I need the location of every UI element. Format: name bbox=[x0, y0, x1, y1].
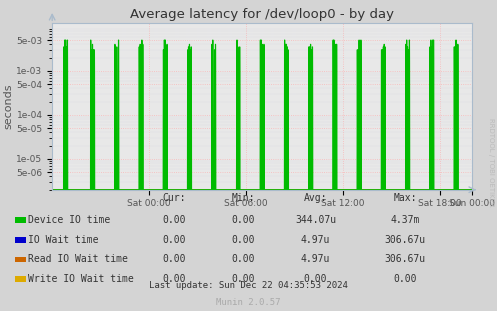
Y-axis label: seconds: seconds bbox=[3, 84, 13, 129]
Text: Device IO time: Device IO time bbox=[28, 215, 110, 225]
Text: 0.00: 0.00 bbox=[393, 274, 417, 284]
Text: 4.37m: 4.37m bbox=[390, 215, 420, 225]
Text: 306.67u: 306.67u bbox=[385, 235, 425, 245]
Text: 0.00: 0.00 bbox=[162, 254, 186, 264]
Text: RRDTOOL / TOBI OETIKER: RRDTOOL / TOBI OETIKER bbox=[488, 118, 494, 207]
Text: 344.07u: 344.07u bbox=[295, 215, 336, 225]
Text: 4.97u: 4.97u bbox=[301, 254, 331, 264]
Text: 0.00: 0.00 bbox=[304, 274, 328, 284]
Text: IO Wait time: IO Wait time bbox=[28, 235, 99, 245]
Title: Average latency for /dev/loop0 - by day: Average latency for /dev/loop0 - by day bbox=[130, 8, 394, 21]
Text: Min:: Min: bbox=[232, 193, 255, 202]
Text: 306.67u: 306.67u bbox=[385, 254, 425, 264]
Text: Cur:: Cur: bbox=[162, 193, 186, 202]
Text: Write IO Wait time: Write IO Wait time bbox=[28, 274, 134, 284]
Text: 0.00: 0.00 bbox=[232, 235, 255, 245]
Text: 0.00: 0.00 bbox=[232, 274, 255, 284]
Text: Last update: Sun Dec 22 04:35:53 2024: Last update: Sun Dec 22 04:35:53 2024 bbox=[149, 281, 348, 290]
Text: 0.00: 0.00 bbox=[232, 215, 255, 225]
Text: 0.00: 0.00 bbox=[232, 254, 255, 264]
Text: 0.00: 0.00 bbox=[162, 235, 186, 245]
Text: Read IO Wait time: Read IO Wait time bbox=[28, 254, 128, 264]
Text: 0.00: 0.00 bbox=[162, 215, 186, 225]
Text: Avg:: Avg: bbox=[304, 193, 328, 202]
Text: 4.97u: 4.97u bbox=[301, 235, 331, 245]
Text: Max:: Max: bbox=[393, 193, 417, 202]
Text: Munin 2.0.57: Munin 2.0.57 bbox=[216, 298, 281, 307]
Text: 0.00: 0.00 bbox=[162, 274, 186, 284]
